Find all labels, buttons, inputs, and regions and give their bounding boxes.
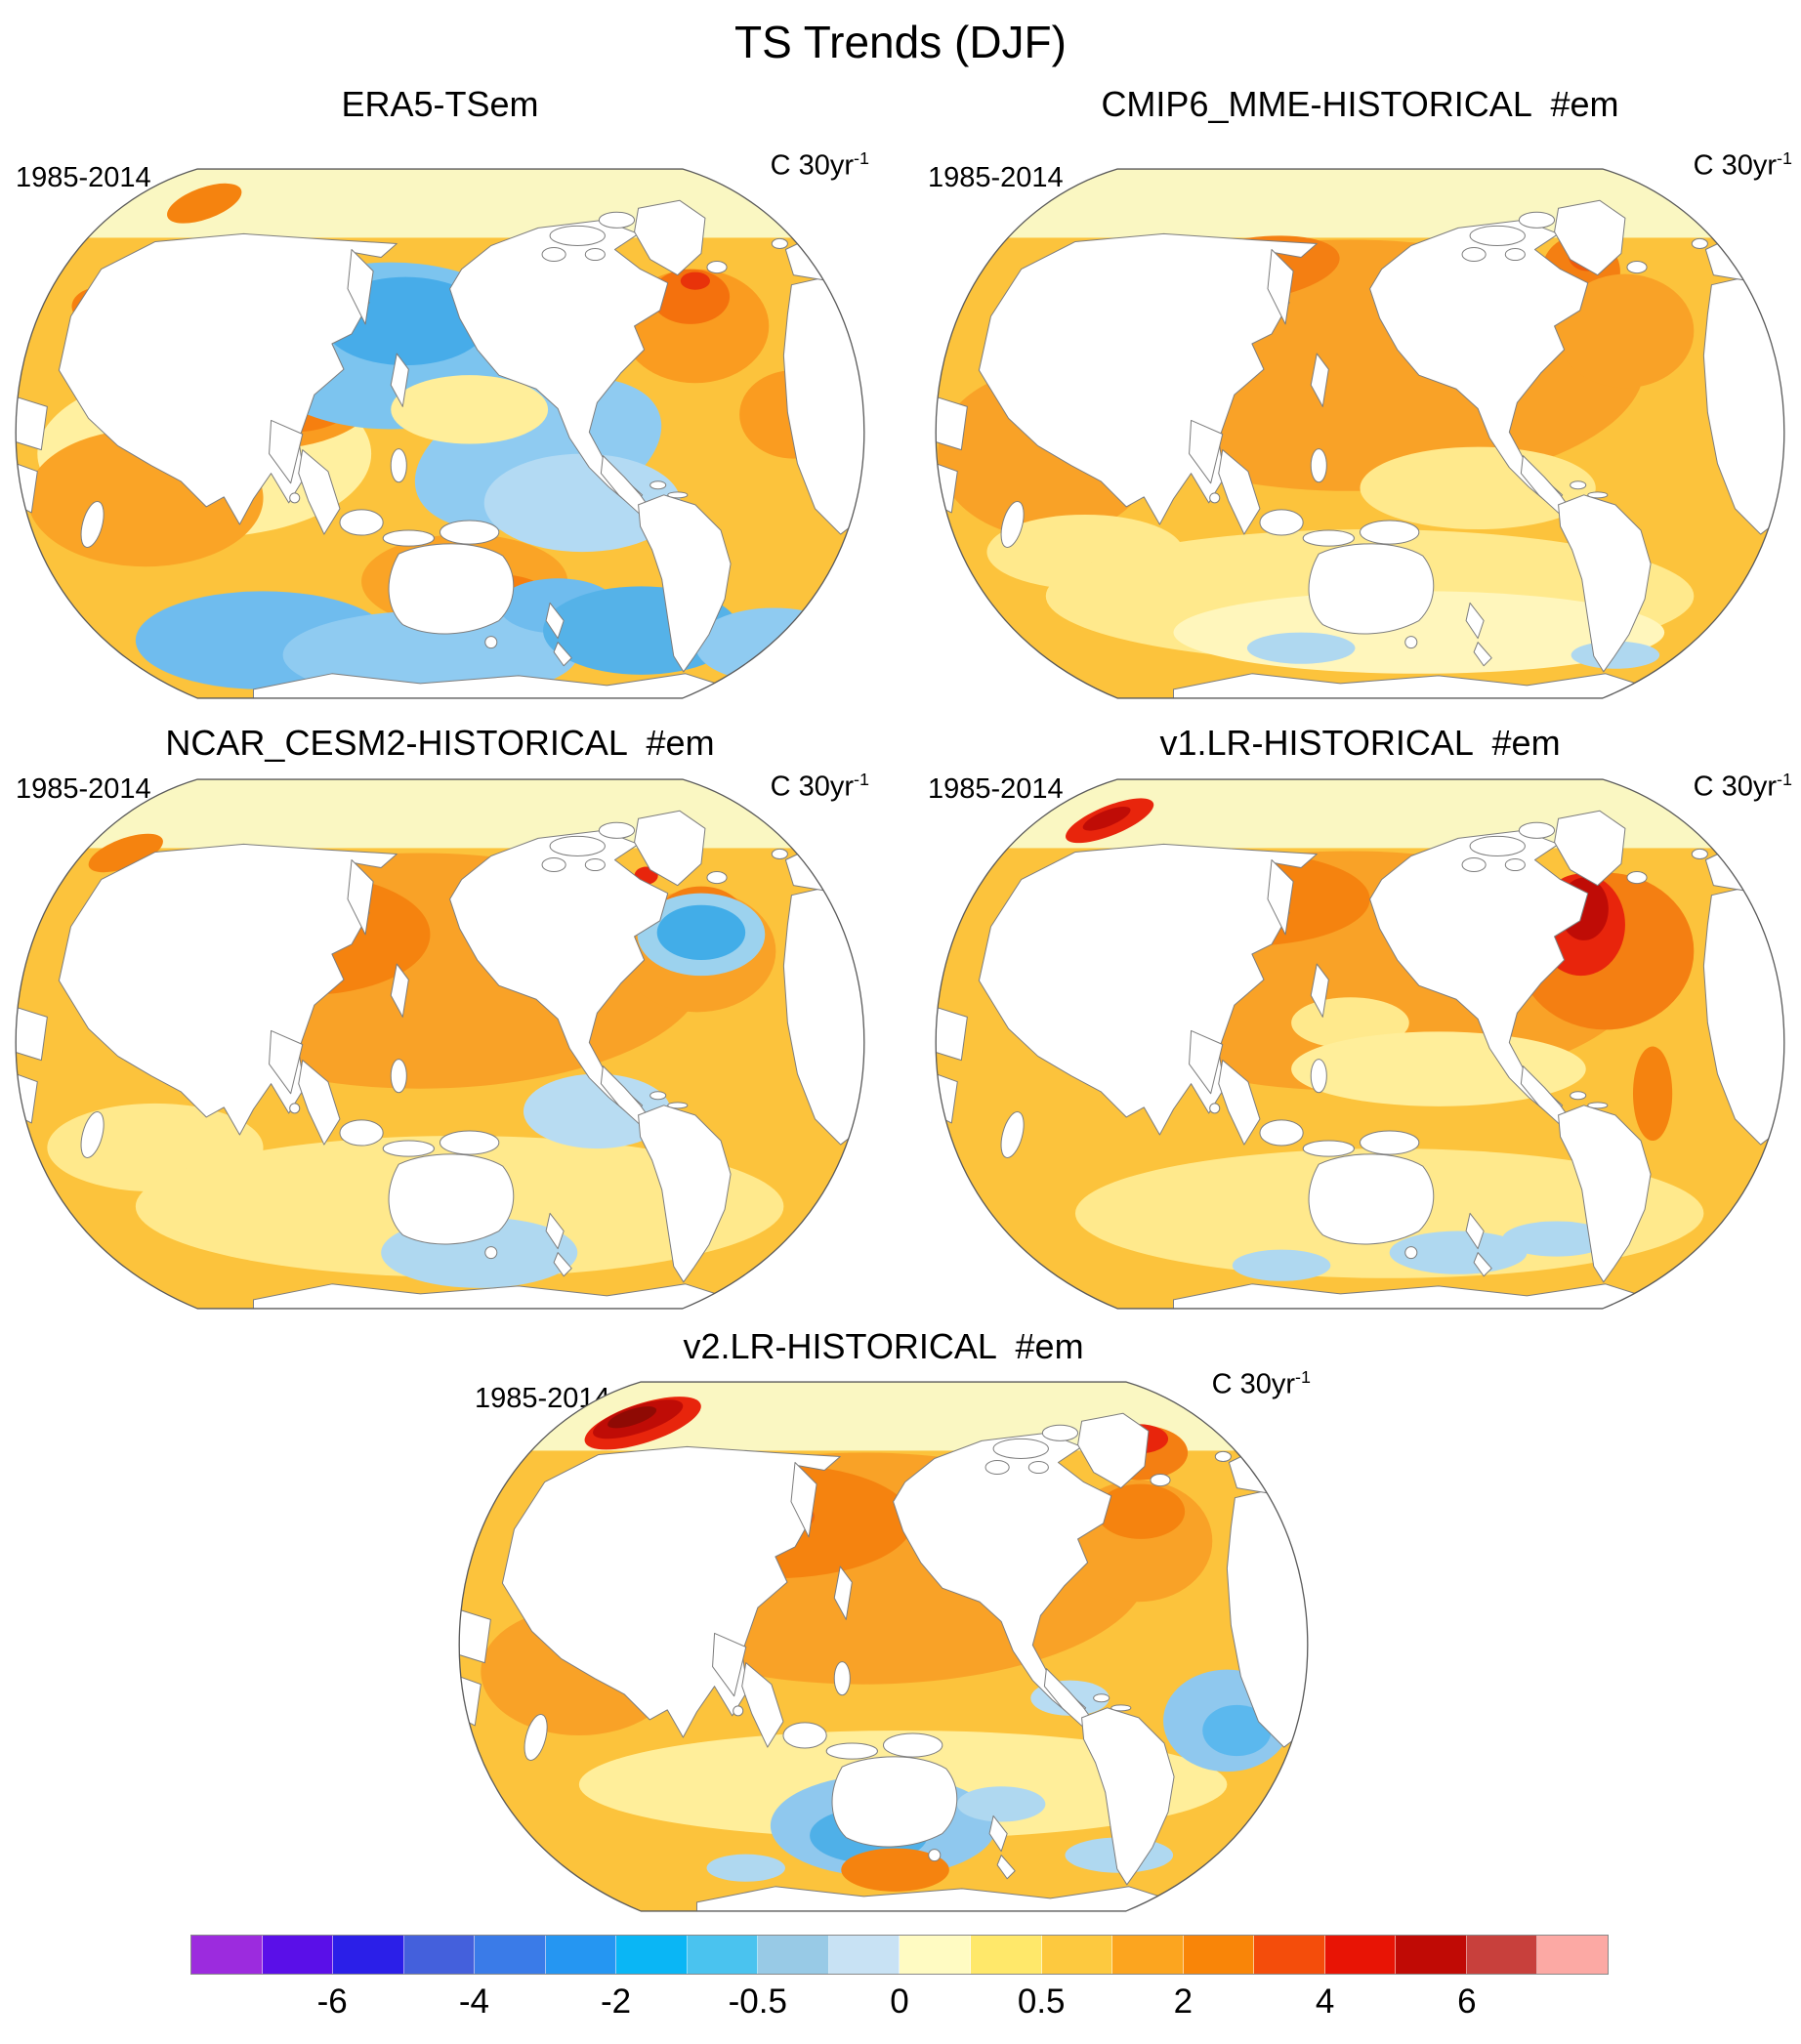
colorbar-segment bbox=[1041, 1936, 1113, 1974]
period-label: 1985-2014 bbox=[16, 773, 151, 805]
units-base: C 30yr bbox=[1693, 149, 1778, 182]
period-label: 1985-2014 bbox=[928, 162, 1064, 193]
colorbar-tick-label: -0.5 bbox=[728, 1982, 787, 2021]
colorbar-segment bbox=[1466, 1936, 1538, 1974]
colorbar-wrap: -6 -4 -2 -0.5 0 0.5 2 4 6 bbox=[190, 1935, 1609, 2029]
units-base: C 30yr bbox=[1211, 1368, 1296, 1400]
figure-title: TS Trends (DJF) bbox=[734, 17, 1067, 67]
colorbar-segment bbox=[545, 1936, 617, 1974]
panel-title-v1lr: v1.LR-HISTORICAL #em bbox=[1159, 723, 1561, 763]
colorbar-segment bbox=[191, 1936, 263, 1974]
colorbar-segment bbox=[262, 1936, 334, 1974]
colorbar-segment bbox=[1537, 1936, 1608, 1974]
panel-title-cmip6: CMIP6_MME-HISTORICAL #em bbox=[1101, 84, 1619, 124]
colorbar bbox=[190, 1935, 1609, 1975]
units-exponent: -1 bbox=[854, 148, 869, 168]
colorbar-tick-label: 6 bbox=[1457, 1982, 1477, 2021]
units-exponent: -1 bbox=[854, 770, 869, 789]
world-map-cmip6 bbox=[935, 168, 1785, 699]
colorbar-segment bbox=[403, 1936, 476, 1974]
units-exponent: -1 bbox=[1295, 1367, 1311, 1387]
colorbar-tick-label: 4 bbox=[1315, 1982, 1335, 2021]
panel-title-era5: ERA5-TSem bbox=[341, 84, 539, 124]
units-exponent: -1 bbox=[1777, 148, 1792, 168]
colorbar-tick-label: -4 bbox=[458, 1982, 489, 2021]
panel-title-ncar: NCAR_CESM2-HISTORICAL #em bbox=[165, 723, 715, 763]
colorbar-ticks: -6 -4 -2 -0.5 0 0.5 2 4 6 bbox=[190, 1982, 1609, 2029]
period-label: 1985-2014 bbox=[928, 773, 1064, 805]
colorbar-segment bbox=[1254, 1936, 1325, 1974]
world-map-ncar bbox=[15, 778, 865, 1310]
units-exponent: -1 bbox=[1777, 770, 1792, 789]
units-base: C 30yr bbox=[770, 149, 855, 182]
colorbar-segment bbox=[1396, 1936, 1467, 1974]
units-label: C 30yr-1 bbox=[1086, 1367, 1311, 1401]
colorbar-segment bbox=[1183, 1936, 1255, 1974]
colorbar-segment bbox=[1324, 1936, 1397, 1974]
colorbar-segment bbox=[616, 1936, 688, 1974]
units-label: C 30yr-1 bbox=[1568, 148, 1792, 183]
world-map-v1lr bbox=[935, 778, 1785, 1310]
panel-title-v2lr: v2.LR-HISTORICAL #em bbox=[683, 1326, 1084, 1366]
colorbar-segment bbox=[475, 1936, 546, 1974]
colorbar-tick-label: 2 bbox=[1173, 1982, 1194, 2021]
colorbar-segment bbox=[1112, 1936, 1184, 1974]
units-label: C 30yr-1 bbox=[645, 770, 869, 804]
units-base: C 30yr bbox=[1693, 771, 1778, 803]
colorbar-segment bbox=[971, 1936, 1042, 1974]
units-base: C 30yr bbox=[770, 771, 855, 803]
colorbar-segment bbox=[828, 1936, 900, 1974]
colorbar-segment bbox=[900, 1936, 972, 1974]
colorbar-tick-label: 0 bbox=[890, 1982, 909, 2021]
world-map-era5 bbox=[15, 168, 865, 699]
world-map-v2lr bbox=[458, 1381, 1309, 1912]
colorbar-tick-label: -6 bbox=[316, 1982, 348, 2021]
colorbar-tick-label: 0.5 bbox=[1017, 1982, 1066, 2021]
colorbar-tick-label: -2 bbox=[601, 1982, 632, 2021]
colorbar-segment bbox=[758, 1936, 829, 1974]
units-label: C 30yr-1 bbox=[1568, 770, 1792, 804]
colorbar-segment bbox=[687, 1936, 759, 1974]
units-label: C 30yr-1 bbox=[645, 148, 869, 183]
colorbar-segment bbox=[333, 1936, 404, 1974]
period-label: 1985-2014 bbox=[16, 162, 151, 193]
